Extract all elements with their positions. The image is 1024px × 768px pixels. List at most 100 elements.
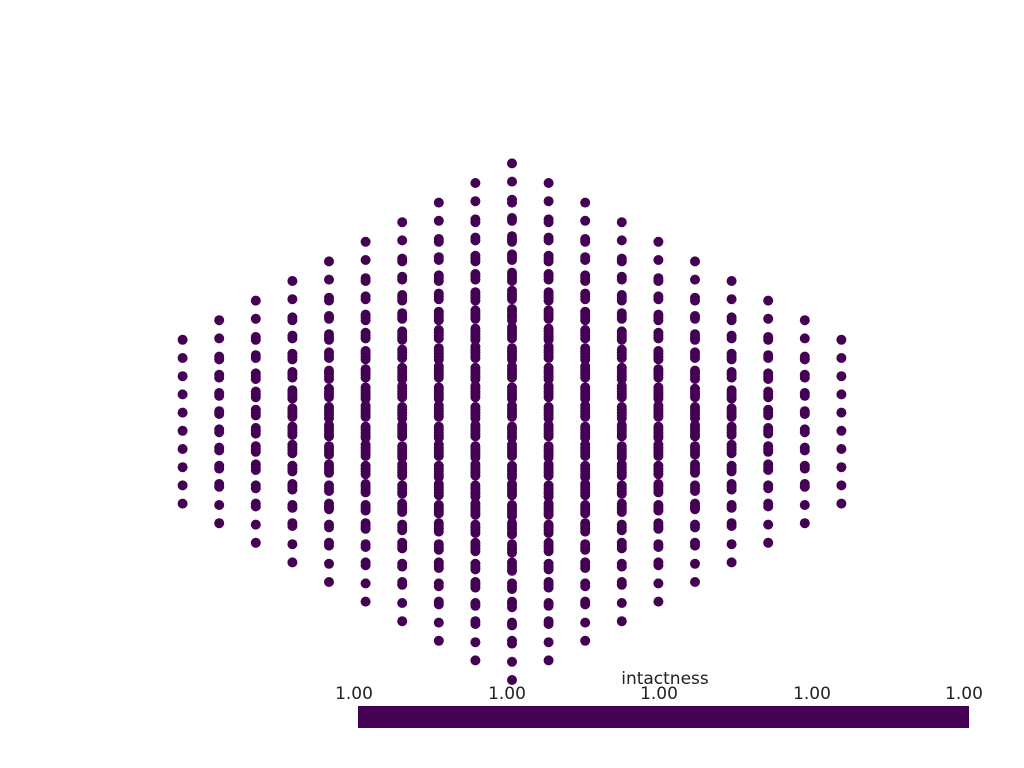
point-marker [397,274,408,285]
point-marker [214,354,225,365]
point-marker [470,178,481,188]
point-marker [726,276,737,286]
point-marker [726,466,737,477]
point-marker [214,500,225,510]
point-marker [543,509,554,520]
point-marker [470,600,481,611]
point-marker [690,486,700,496]
point-marker [726,333,737,344]
point-marker [543,600,554,611]
point-marker [287,448,298,459]
point-marker [507,411,517,422]
point-marker [324,558,334,569]
point-marker [763,446,774,457]
point-marker [507,584,517,594]
point-marker [250,519,261,530]
point-marker [250,483,261,494]
point-marker [287,502,298,513]
point-marker [177,444,188,454]
point-marker [653,432,664,443]
point-marker [690,540,700,551]
point-marker [653,505,664,516]
point-marker [543,196,554,207]
point-marker [836,389,847,400]
point-marker [433,617,444,628]
point-marker [433,432,444,443]
point-marker [360,354,371,365]
point-marker [397,217,408,228]
scalar-bar-tick-label-4: 1.00 [945,684,983,704]
point-marker [397,256,408,267]
point-marker [287,315,298,326]
point-marker [324,431,334,442]
point-marker [543,256,554,267]
point-marker [507,620,517,631]
point-marker [177,353,188,363]
point-marker [543,528,554,538]
point-marker [653,469,664,480]
point-marker [397,235,408,246]
point-marker [616,543,627,554]
point-marker [690,353,700,363]
point-marker [580,315,591,326]
point-marker [690,413,700,424]
point-marker [360,294,371,305]
point-marker [580,508,591,519]
point-marker [616,579,627,590]
point-marker [324,467,334,478]
point-marker [799,481,810,492]
point-marker [324,334,334,345]
point-marker [470,235,481,246]
point-marker [507,547,517,558]
point-marker [799,354,810,365]
point-marker [397,413,408,424]
point-marker [397,561,408,572]
point-marker [433,508,444,519]
point-marker [653,487,664,498]
point-marker [397,392,408,403]
point-marker [397,353,408,363]
point-marker [726,539,737,550]
point-marker [616,256,627,267]
point-marker [543,374,554,384]
point-marker [543,392,554,403]
point-marker [836,462,847,473]
point-marker [360,315,371,326]
point-marker [653,542,664,552]
point-marker [690,467,700,478]
point-marker [470,274,481,285]
point-marker [799,427,810,438]
point-marker [580,276,591,286]
point-marker [836,480,847,491]
point-marker [763,392,774,403]
point-marker [433,315,444,326]
point-marker [616,313,627,324]
point-marker [580,472,591,482]
point-marker [616,334,627,345]
point-marker [763,295,774,306]
point-marker [799,463,810,474]
point-marker [360,393,371,404]
point-marker [616,616,627,627]
point-marker [507,294,517,305]
point-marker [653,276,664,286]
point-marker [726,294,737,305]
scalar-bar-tick-label-1: 1.00 [488,684,526,704]
point-marker [543,413,554,424]
point-marker [653,411,664,422]
point-marker [360,523,371,534]
point-marker [507,656,517,667]
point-marker [799,333,810,344]
scalar-bar-tick-label-3: 1.00 [793,684,831,704]
point-marker [470,196,481,207]
point-marker [543,217,554,228]
point-marker [580,333,591,344]
point-marker [653,333,664,344]
point-marker [690,522,700,533]
point-marker [543,452,554,463]
point-marker [433,411,444,422]
point-marker [690,274,700,285]
point-marker [616,488,627,499]
point-marker [653,372,664,383]
